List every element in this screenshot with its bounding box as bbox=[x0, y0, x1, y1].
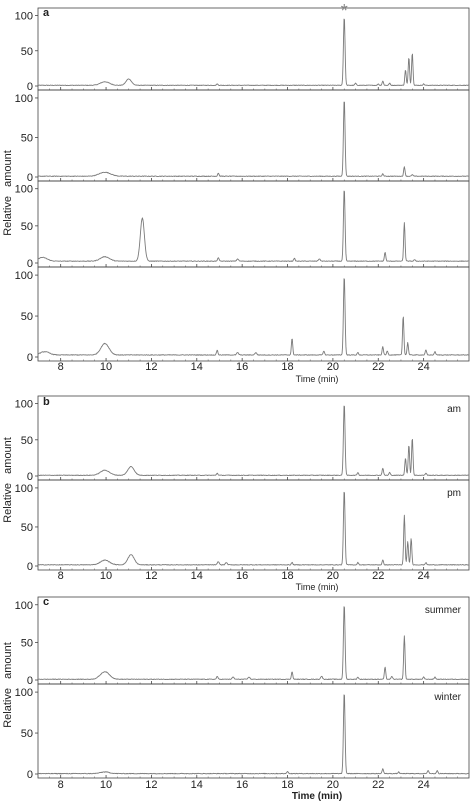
x-tick-label: 22 bbox=[372, 570, 384, 582]
y-tick-label: 50 bbox=[21, 221, 33, 233]
x-tick-label: 12 bbox=[145, 570, 157, 582]
y-tick-label: 50 bbox=[21, 728, 33, 740]
peak-annotation: * bbox=[341, 1, 348, 21]
y-tick-label: 50 bbox=[21, 46, 33, 58]
x-tick-label: 8 bbox=[58, 570, 64, 582]
x-tick-label: 22 bbox=[372, 779, 384, 791]
x-tick-label: 18 bbox=[281, 361, 293, 373]
x-tick-label: 20 bbox=[327, 570, 339, 582]
x-axis-title: Time (min) bbox=[296, 374, 339, 384]
x-tick-label: 20 bbox=[327, 779, 339, 791]
x-tick-label: 10 bbox=[100, 570, 112, 582]
subplot-a-3: 0 50 100 bbox=[15, 180, 470, 270]
x-tick-label: 8 bbox=[58, 361, 64, 373]
x-tick-label: 16 bbox=[236, 570, 248, 582]
x-tick-label: 14 bbox=[191, 779, 203, 791]
condition-label: winter bbox=[433, 692, 461, 703]
subplot-b-2: 0 50 100 pm bbox=[15, 479, 470, 573]
plot-frame bbox=[37, 683, 470, 779]
x-tick-label: 12 bbox=[145, 361, 157, 373]
subplot-c-2: 0 50 100 winter bbox=[15, 683, 470, 781]
subplot-b-1: 0 50 100 am bbox=[15, 395, 470, 483]
subplot-a-1: 0 50 100 * bbox=[15, 1, 470, 93]
y-tick-label: 0 bbox=[27, 81, 33, 93]
x-tick-label: 12 bbox=[145, 779, 157, 791]
x-tick-label: 24 bbox=[418, 361, 430, 373]
x-tick-label: 18 bbox=[281, 779, 293, 791]
x-tick-label: 14 bbox=[191, 570, 203, 582]
x-tick-label: 24 bbox=[418, 570, 430, 582]
x-tick-label: 8 bbox=[58, 779, 64, 791]
panel-letter: b bbox=[43, 396, 50, 408]
chromatogram-trace bbox=[37, 606, 470, 680]
y-tick-label: 100 bbox=[15, 93, 33, 105]
y-tick-label: 100 bbox=[15, 270, 33, 282]
subplot-a-4: 0 50 100 bbox=[15, 266, 470, 364]
y-tick-label: 100 bbox=[15, 483, 33, 495]
chromatogram-trace bbox=[37, 18, 470, 87]
y-tick-label: 0 bbox=[27, 769, 33, 781]
panel-b: 0 50 100 am 0 50 100 pm b Relative amount 8 10 12 14 1… bbox=[2, 395, 470, 592]
y-tick-label: 0 bbox=[27, 258, 33, 270]
subplot-c-1: 0 50 100 summer bbox=[15, 596, 470, 687]
y-tick-label: 50 bbox=[21, 435, 33, 447]
y-tick-label: 50 bbox=[21, 132, 33, 144]
y-tick-label: 100 bbox=[15, 687, 33, 699]
y-tick-label: 50 bbox=[21, 311, 33, 323]
y-tick-label: 50 bbox=[21, 522, 33, 534]
y-tick-label: 100 bbox=[15, 184, 33, 196]
chromatogram-trace bbox=[37, 278, 470, 356]
chromatogram-trace bbox=[37, 491, 470, 566]
y-tick-label: 0 bbox=[27, 352, 33, 364]
x-axis-title: Time (min) bbox=[296, 582, 339, 592]
panel-letter: c bbox=[43, 596, 49, 608]
x-tick-label: 14 bbox=[191, 361, 203, 373]
y-tick-label: 100 bbox=[15, 11, 33, 23]
x-tick-label: 16 bbox=[236, 361, 248, 373]
x-axis-title: Time (min) bbox=[292, 791, 342, 802]
chromatogram-trace bbox=[37, 190, 470, 262]
y-axis-label: Relative amount bbox=[2, 642, 14, 728]
y-tick-label: 0 bbox=[27, 172, 33, 184]
y-tick-label: 100 bbox=[15, 600, 33, 612]
chromatogram-trace bbox=[37, 405, 470, 477]
y-tick-label: 0 bbox=[27, 675, 33, 687]
x-tick-label: 10 bbox=[100, 779, 112, 791]
x-tick-label: 16 bbox=[236, 779, 248, 791]
y-axis-label: Relative amount bbox=[2, 150, 14, 236]
y-tick-label: 50 bbox=[21, 637, 33, 649]
chromatogram-trace bbox=[37, 101, 470, 177]
condition-label: am bbox=[447, 404, 461, 415]
y-tick-label: 0 bbox=[27, 471, 33, 483]
condition-label: summer bbox=[425, 605, 462, 616]
x-tick-label: 20 bbox=[327, 361, 339, 373]
x-tick-label: 18 bbox=[281, 570, 293, 582]
y-tick-label: 100 bbox=[15, 399, 33, 411]
panel-letter: a bbox=[43, 7, 50, 19]
condition-label: pm bbox=[447, 488, 461, 499]
panel-c: 0 50 100 summer 0 50 100 winter c Relative amount… bbox=[2, 596, 470, 802]
y-tick-label: 0 bbox=[27, 561, 33, 573]
x-tick-label: 22 bbox=[372, 361, 384, 373]
subplot-a-2: 0 50 100 bbox=[15, 89, 470, 184]
x-tick-label: 10 bbox=[100, 361, 112, 373]
x-tick-label: 24 bbox=[418, 779, 430, 791]
chromatogram-trace bbox=[37, 694, 470, 775]
y-axis-label: Relative amount bbox=[2, 437, 14, 523]
